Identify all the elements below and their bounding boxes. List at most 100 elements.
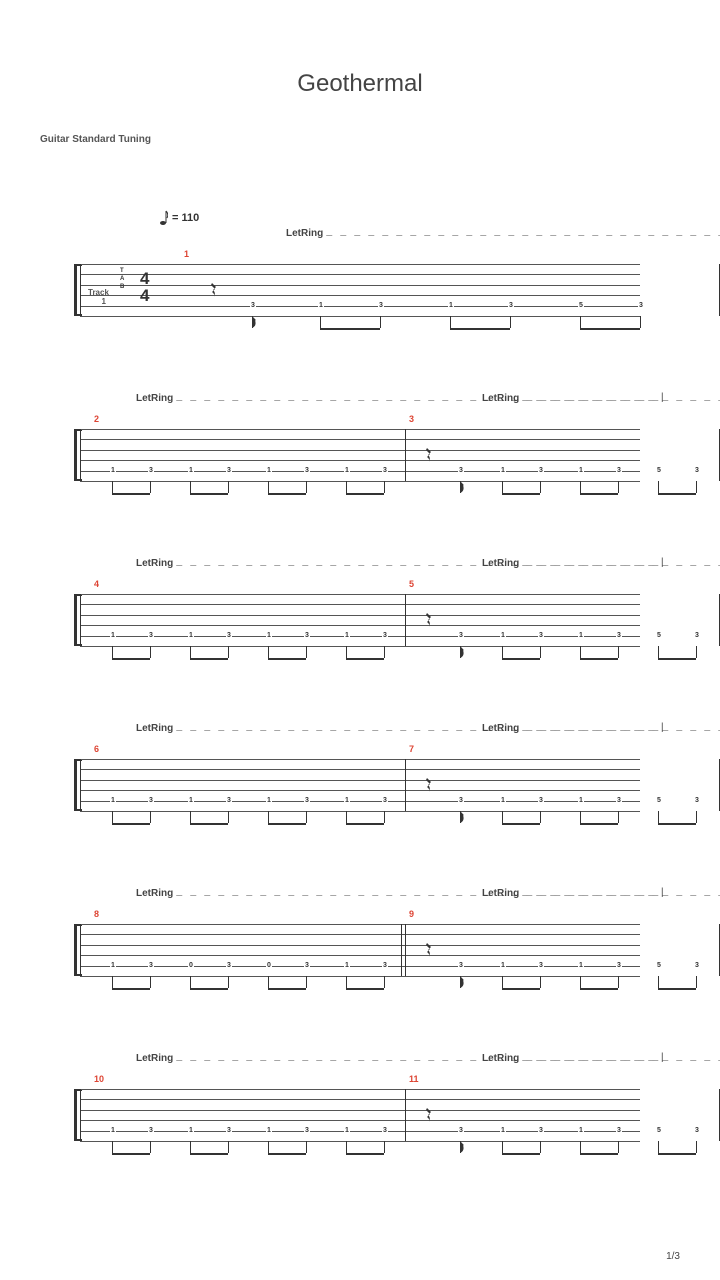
beam: [502, 823, 540, 825]
tab-system: 21313131333131353: [80, 419, 640, 489]
staff-line: [80, 295, 640, 296]
note-stem: [540, 646, 541, 658]
fret-number: 3: [304, 1127, 310, 1134]
note-stem: [190, 646, 191, 658]
fret-number: 3: [458, 797, 464, 804]
beam: [190, 988, 228, 990]
system-bracket: [74, 594, 77, 646]
note-stem: [306, 976, 307, 988]
fret-number: 3: [226, 962, 232, 969]
fret-number: 1: [448, 302, 454, 309]
note-flag-icon: [460, 481, 468, 495]
barline: [80, 1089, 81, 1141]
note-stem: [346, 811, 347, 823]
note-stem: [228, 646, 229, 658]
fret-number: 3: [382, 1127, 388, 1134]
fret-number: 1: [188, 1127, 194, 1134]
fret-number: 3: [148, 797, 154, 804]
staff-line: [80, 1089, 640, 1090]
letring-label: LetRing_ _ _ _ _ _ _ _ _ _ _ _ _ _ _ _ _…: [482, 558, 720, 569]
note-stem: [696, 646, 697, 658]
staff-line: [80, 759, 640, 760]
measure-number: 8: [94, 909, 99, 919]
note-stem: [450, 316, 451, 328]
letring-row: LetRing_ _ _ _ _ _ _ _ _ _ _ _ _ _ _ _ _…: [80, 393, 680, 409]
staff-line: [80, 1120, 640, 1121]
measure-number: 6: [94, 744, 99, 754]
note-stem: [384, 1141, 385, 1153]
fret-number: 3: [226, 632, 232, 639]
letring-text: LetRing: [482, 558, 519, 569]
note-stem: [618, 976, 619, 988]
note-stem: [384, 646, 385, 658]
letring-dashes: _ _ _ _ _ _ _ _ _ _ _ _ _ _ _ _ _ _ _ _ …: [326, 228, 720, 239]
note-stem: [346, 481, 347, 493]
letring-dashes: _ _ _ _ _ _ _ _ _ _ _ _ _ _ _ _ _ _ _ _ …: [522, 393, 720, 404]
fret-number: 1: [578, 467, 584, 474]
note-stem: [580, 646, 581, 658]
beam: [346, 1153, 384, 1155]
note-stem: [228, 481, 229, 493]
beam: [658, 823, 696, 825]
fret-number: 1: [110, 467, 116, 474]
beam: [190, 1153, 228, 1155]
note-stem: [384, 811, 385, 823]
fret-number: 3: [538, 797, 544, 804]
beam: [450, 328, 510, 330]
note-stem: [268, 811, 269, 823]
fret-number: 3: [538, 1127, 544, 1134]
fret-number: 3: [616, 1127, 622, 1134]
fret-number: 5: [656, 467, 662, 474]
fret-number: 3: [458, 1127, 464, 1134]
note-stem: [658, 481, 659, 493]
note-stem: [228, 976, 229, 988]
fret-number: 5: [656, 797, 662, 804]
fret-number: 1: [266, 1127, 272, 1134]
note-stem: [384, 976, 385, 988]
fret-number: 1: [578, 1127, 584, 1134]
eighth-note-icon: [160, 210, 168, 226]
note-stem: [380, 316, 381, 328]
measure-number: 4: [94, 579, 99, 589]
staff-line: [80, 945, 640, 946]
fret-number: 1: [500, 1127, 506, 1134]
beam: [112, 493, 150, 495]
fret-number: 1: [578, 797, 584, 804]
note-stem: [658, 1141, 659, 1153]
note-stem: [112, 646, 113, 658]
note-stem: [510, 316, 511, 328]
note-stem: [580, 1141, 581, 1153]
letring-text: LetRing: [482, 723, 519, 734]
note-stem: [658, 976, 659, 988]
note-stem: [112, 811, 113, 823]
staff-line: [80, 460, 640, 461]
note-stem: [150, 646, 151, 658]
note-stem: [306, 1141, 307, 1153]
beam: [112, 988, 150, 990]
staff-line: [80, 450, 640, 451]
system-bracket: [74, 759, 77, 811]
staff-line: [80, 285, 640, 286]
beam: [112, 1153, 150, 1155]
letring-text: LetRing: [136, 393, 173, 404]
barline: [405, 1089, 406, 1141]
staff-line: [80, 604, 640, 605]
fret-number: 3: [538, 962, 544, 969]
measure-number: 11: [409, 1074, 419, 1084]
song-title: Geothermal: [0, 0, 720, 98]
note-stem: [580, 316, 581, 328]
fret-number: 3: [382, 962, 388, 969]
fret-number: 3: [616, 962, 622, 969]
fret-number: 3: [148, 632, 154, 639]
note-stem: [150, 1141, 151, 1153]
note-stem: [190, 481, 191, 493]
fret-number: 1: [110, 962, 116, 969]
note-stem: [346, 646, 347, 658]
note-flag-icon: [460, 646, 468, 660]
barline: [405, 759, 406, 811]
note-stem: [346, 976, 347, 988]
fret-number: 1: [110, 1127, 116, 1134]
note-stem: [150, 976, 151, 988]
eighth-rest-icon: [425, 777, 433, 793]
page-number: 1/3: [666, 1251, 680, 1262]
